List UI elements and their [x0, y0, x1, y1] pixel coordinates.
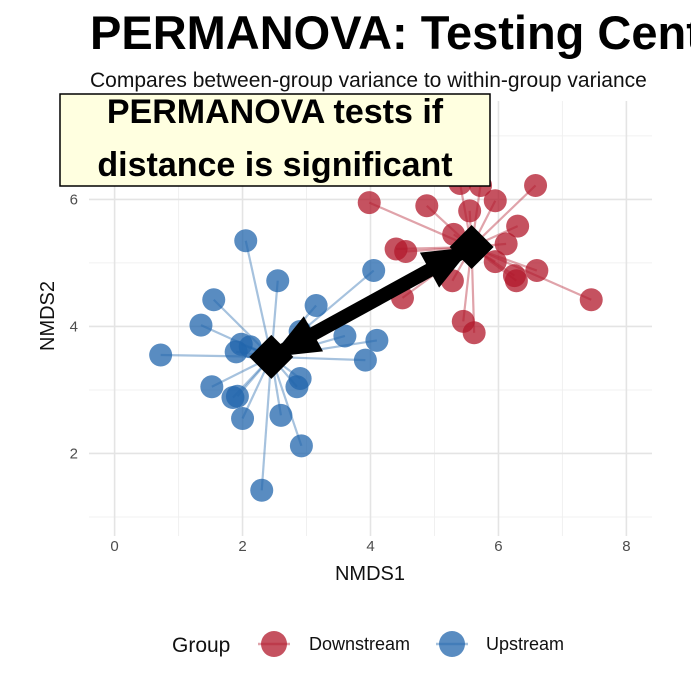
x-axis-title: NMDS1	[335, 563, 405, 585]
annotation-line-1: PERMANOVA tests if	[107, 93, 444, 131]
legend-key-point-downstream	[261, 631, 287, 657]
arrow-head-downstream	[419, 247, 472, 288]
point-downstream	[483, 250, 507, 274]
point-upstream	[250, 478, 274, 502]
spider-line-upstream	[260, 356, 273, 491]
point-downstream	[524, 173, 548, 197]
point-upstream	[333, 324, 357, 348]
point-upstream	[231, 407, 255, 431]
point-downstream	[525, 259, 549, 283]
spider-line-upstream	[244, 240, 273, 358]
y-tick-label: 4	[70, 318, 78, 335]
x-tick-label: 2	[238, 538, 246, 555]
legend-title: Group	[172, 634, 230, 657]
point-downstream	[506, 214, 530, 238]
x-tick-label: 8	[622, 538, 630, 555]
chart-subtitle: Compares between-group variance to withi…	[90, 69, 647, 92]
data-points	[149, 172, 603, 502]
point-downstream	[504, 269, 528, 293]
point-upstream	[285, 375, 309, 399]
x-tick-label: 4	[366, 538, 374, 555]
legend-label-upstream: Upstream	[486, 634, 564, 654]
legend-label-downstream: Downstream	[309, 634, 410, 654]
y-tick-label: 6	[70, 191, 78, 208]
point-upstream	[224, 340, 248, 364]
centroid-arrow	[267, 240, 475, 364]
legend-key-point-upstream	[439, 631, 465, 657]
point-upstream	[353, 348, 377, 372]
y-axis-title: NMDS2	[37, 281, 59, 351]
point-upstream	[202, 288, 226, 312]
annotation-box	[59, 93, 491, 187]
annotation: PERMANOVA tests if distance is significa…	[59, 93, 491, 187]
point-upstream	[221, 386, 245, 410]
point-upstream	[365, 328, 389, 352]
point-upstream	[269, 403, 293, 427]
y-tick-label: 2	[70, 445, 78, 462]
point-upstream	[189, 313, 213, 337]
arrow-head-upstream	[271, 316, 324, 357]
point-downstream	[415, 194, 439, 218]
annotation-line-2: distance is significant	[97, 146, 452, 184]
point-upstream	[234, 229, 258, 253]
titles: PERMANOVA: Testing Centroid Compares bet…	[90, 6, 691, 92]
point-downstream	[579, 288, 603, 312]
point-downstream	[494, 232, 518, 256]
centroid-upstream	[249, 334, 294, 379]
point-upstream	[362, 259, 386, 283]
point-downstream	[462, 321, 486, 345]
point-upstream	[304, 293, 328, 317]
centroids	[249, 225, 494, 379]
legend: Group Downstream Upstream	[172, 631, 564, 657]
point-upstream	[266, 269, 290, 293]
point-downstream	[357, 191, 381, 215]
point-upstream	[149, 343, 173, 367]
point-upstream	[200, 375, 224, 399]
point-downstream	[458, 199, 482, 223]
point-downstream	[394, 240, 418, 264]
chart-title: PERMANOVA: Testing Centroid	[90, 6, 691, 59]
x-tick-label: 0	[110, 538, 118, 555]
centroid-downstream	[449, 225, 494, 270]
point-upstream	[289, 434, 313, 458]
axes: NMDS1 NMDS2 0 2 4 6 8 2 4 6	[37, 191, 631, 585]
x-tick-label: 6	[494, 538, 502, 555]
point-downstream	[483, 189, 507, 213]
